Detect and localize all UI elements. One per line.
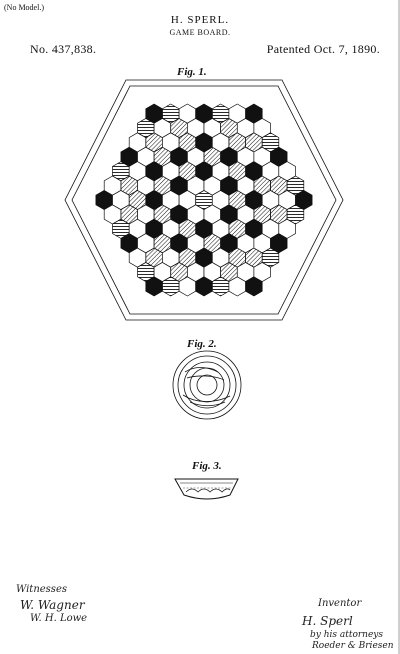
board-cell [295, 189, 313, 211]
inventor-name: H. SPERL. [170, 14, 230, 26]
patent-subject: GAME BOARD. [169, 28, 231, 37]
attorneys-signature: Roeder & Briesen [312, 641, 394, 651]
board-outer-border [64, 79, 344, 321]
witness-signature-1: W. Wagner [20, 598, 85, 612]
model-note: (No Model.) [4, 3, 44, 12]
inventor-label: Inventor [318, 598, 362, 609]
patent-date: Patented Oct. 7, 1890. [266, 42, 380, 56]
scan-edge [398, 0, 400, 654]
patent-number: No. 437,838. [30, 42, 97, 56]
witness-signature-2: W. H. Lowe [30, 613, 88, 624]
inventor-signature: H. Sperl [302, 614, 353, 628]
board-inner-border [71, 85, 337, 315]
board-cells [95, 103, 313, 297]
game-piece-top-view [172, 350, 242, 420]
game-board-figure [64, 79, 344, 321]
attorney-line: by his attorneys [310, 630, 384, 640]
witnesses-label: Witnesses [16, 584, 67, 595]
game-piece-section-view [174, 478, 239, 500]
fig2-label: Fig. 2. [187, 338, 217, 350]
fig3-label: Fig. 3. [192, 460, 222, 472]
fig1-label: Fig. 1. [177, 66, 207, 78]
